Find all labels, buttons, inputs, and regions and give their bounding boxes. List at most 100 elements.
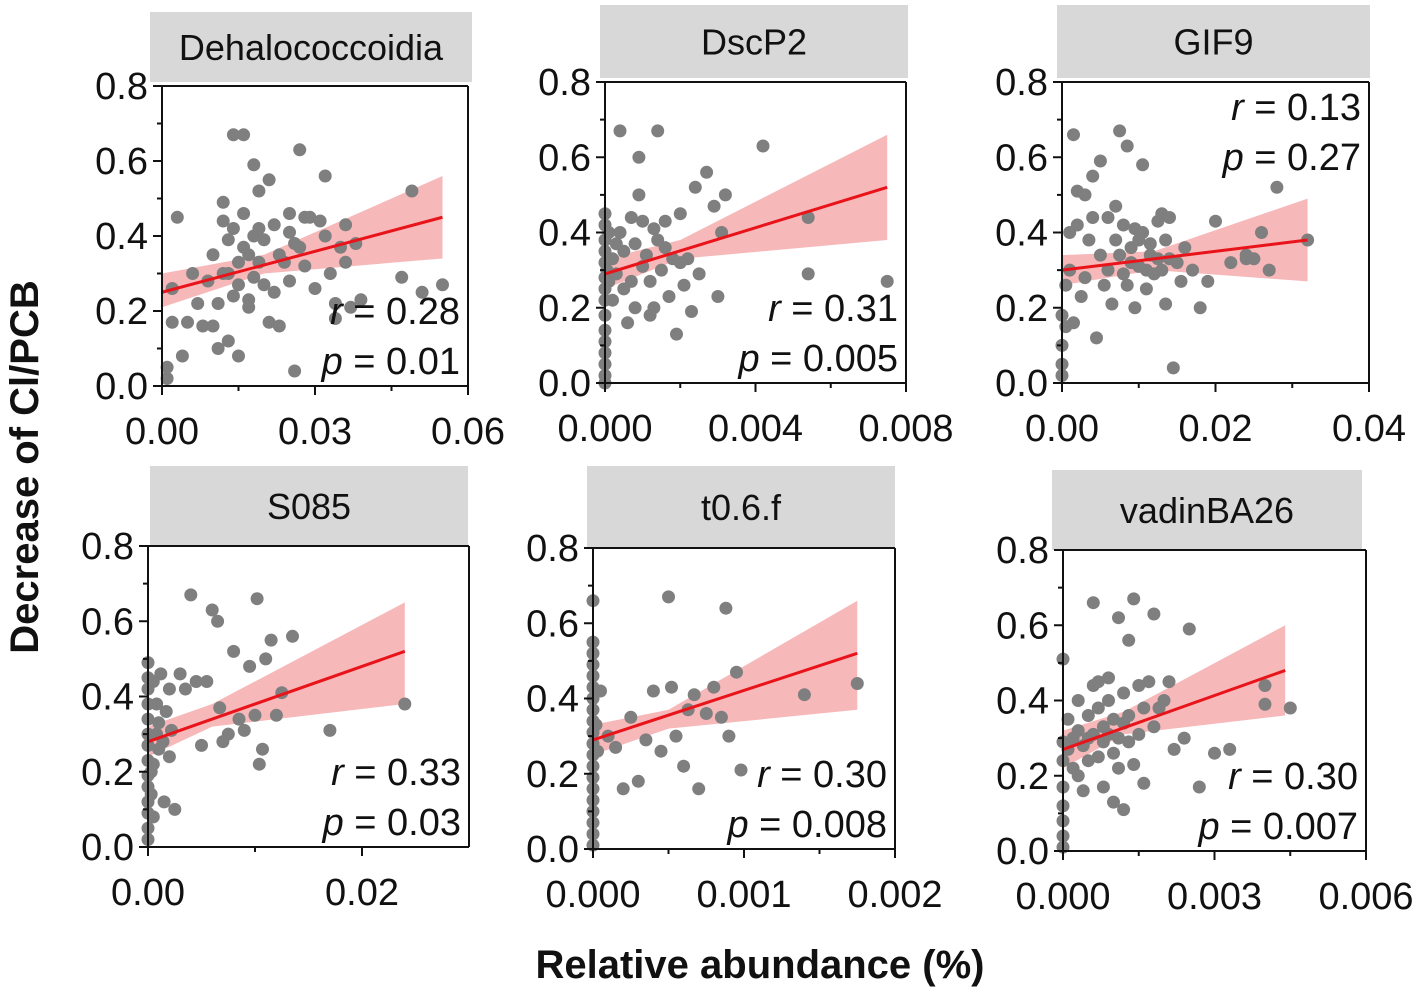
data-point (707, 199, 721, 213)
data-point (1071, 769, 1085, 783)
x-tick-label: 0.000 (1015, 876, 1110, 918)
y-tick-label: 0.6 (538, 137, 591, 179)
data-point (200, 675, 214, 688)
data-point (1102, 671, 1115, 685)
data-point (1137, 776, 1151, 790)
data-point (1081, 709, 1095, 722)
data-point (339, 218, 353, 232)
data-point (232, 278, 245, 292)
y-tick-label: 0.0 (538, 363, 591, 405)
y-tick-label: 0.8 (81, 526, 134, 568)
data-point (1067, 316, 1080, 330)
data-point (221, 727, 235, 741)
r-statistic: r = 0.33 (331, 752, 461, 794)
panel-3: GIF9 0.0 0.2 0.4 0.6 0.8 0.00 0.02 0.04 r = 0.13 p… (995, 5, 1406, 450)
r-statistic: r = 0.28 (330, 291, 460, 333)
data-point (624, 211, 638, 224)
data-point (880, 274, 894, 288)
confidence-band (605, 134, 888, 289)
x-tick-label: 0.008 (858, 408, 953, 450)
p-statistic: p = 0.27 (1222, 137, 1361, 179)
data-point (1078, 188, 1092, 202)
panel-title-strip (600, 5, 908, 78)
data-point (436, 278, 449, 292)
data-point (692, 267, 706, 281)
data-point (719, 601, 733, 615)
data-point (221, 233, 235, 247)
x-tick-label: 0.002 (847, 874, 942, 916)
panel-title: vadinBA26 (1120, 490, 1294, 531)
x-tick-label: 0.04 (1332, 408, 1406, 450)
data-point (237, 723, 251, 737)
data-point (801, 211, 815, 224)
data-point (216, 195, 230, 209)
data-point (1112, 731, 1125, 745)
data-point (211, 614, 225, 628)
x-tick-label: 0.06 (431, 411, 505, 453)
data-point (232, 349, 245, 363)
data-point (1223, 742, 1237, 756)
data-point (1127, 592, 1141, 606)
data-point (184, 588, 198, 602)
p-statistic: p = 0.007 (1197, 806, 1358, 848)
x-tick-label: 0.004 (708, 408, 803, 450)
panel-6: vadinBA26 0.0 0.2 0.4 0.6 0.8 0.000 0.003 0.006 r… (996, 470, 1414, 918)
data-point (700, 165, 714, 179)
y-tick-label: 0.4 (526, 679, 579, 721)
panel-title-strip (150, 466, 468, 546)
y-tick-label: 0.8 (996, 530, 1049, 572)
data-point (1258, 697, 1272, 711)
x-tick-label: 0.02 (325, 872, 399, 914)
r-statistic: r = 0.13 (1231, 87, 1361, 129)
data-point (144, 787, 158, 801)
data-point (1061, 712, 1075, 726)
data-point (654, 263, 668, 277)
data-point (1122, 633, 1136, 647)
data-point (1086, 169, 1100, 183)
data-point (344, 300, 358, 314)
data-point (639, 733, 653, 747)
data-point (669, 729, 683, 743)
data-point (242, 248, 256, 262)
data-point (211, 297, 225, 310)
panel-title-strip (1052, 470, 1362, 550)
data-point (227, 644, 241, 658)
data-point (1090, 331, 1103, 345)
data-point (206, 248, 220, 262)
data-point (175, 349, 189, 363)
y-tick-label: 0.8 (538, 62, 591, 104)
regression-line (592, 651, 858, 742)
data-point (1166, 361, 1180, 375)
data-point (662, 590, 675, 604)
data-point (591, 744, 604, 758)
data-point (318, 229, 332, 243)
data-point (643, 274, 657, 288)
data-point (1091, 750, 1105, 764)
data-point (1162, 675, 1176, 689)
data-point (162, 682, 176, 696)
data-point (1147, 607, 1161, 621)
data-point (1091, 675, 1105, 689)
panel-title: Dehalococcoidia (179, 27, 444, 68)
data-point (191, 297, 205, 310)
y-tick-label: 0.8 (95, 66, 148, 108)
y-tick-label: 0.0 (996, 831, 1049, 873)
data-point (267, 285, 281, 299)
data-point (654, 744, 668, 758)
regression-line (147, 649, 406, 744)
y-tick-label: 0.2 (81, 752, 134, 794)
data-point (216, 214, 230, 228)
data-point (1157, 694, 1171, 707)
data-point (165, 315, 179, 329)
data-point (734, 763, 748, 777)
y-axis-title: Decrease of Cl/PCB (3, 280, 47, 653)
data-point (159, 705, 173, 718)
data-point (628, 301, 642, 315)
x-tick-label: 0.03 (278, 411, 352, 453)
panel-4: S085 0.0 0.2 0.4 0.6 0.8 0.00 0.02 r = 0.33 p = 0… (81, 466, 470, 914)
data-point (631, 774, 645, 788)
data-point (237, 207, 251, 220)
confidence-band (593, 600, 858, 755)
data-point (195, 738, 208, 752)
data-point (1112, 761, 1125, 775)
